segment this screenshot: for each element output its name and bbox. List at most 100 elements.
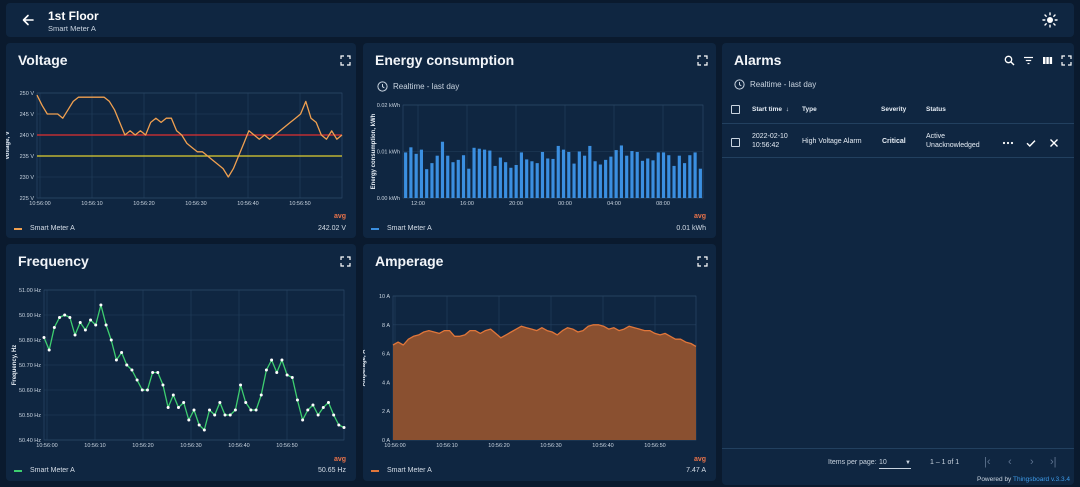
x-tick-label: 10:56:50 [644, 443, 665, 449]
bar [667, 155, 671, 198]
energy-avg-value: 0.01 kWh [676, 225, 706, 232]
bar [625, 155, 629, 198]
y-tick-label: 50.60 Hz [19, 388, 41, 394]
filter-icon[interactable] [1023, 55, 1034, 66]
bar [419, 149, 423, 198]
voltage-chart: 225 V 230 V 235 V 240 V 245 V 250 V 10:56:00 10… [6, 91, 343, 207]
prev-page-icon[interactable]: ‹ [1008, 456, 1012, 468]
y-axis-label: Voltage, V [6, 131, 11, 160]
page-title: 1st Floor [48, 9, 99, 23]
bar [493, 165, 497, 198]
energy-timewindow[interactable]: Realtime - last day [377, 81, 459, 92]
area-fill [393, 324, 696, 440]
fullscreen-icon[interactable] [1061, 55, 1072, 66]
alarm-status-ack: Unacknowledged [926, 142, 980, 149]
data-point [213, 413, 217, 417]
y-axis-label: Amperage, A [363, 349, 367, 386]
legend-swatch [371, 227, 379, 230]
x-tick-label: 04:00 [607, 201, 621, 207]
bar [414, 153, 418, 198]
back-arrow-icon[interactable] [20, 12, 36, 28]
data-point [99, 303, 103, 307]
search-icon[interactable] [1004, 55, 1015, 66]
voltage-avg-value: 242.02 V [317, 225, 346, 232]
alarms-timewindow[interactable]: Realtime - last day [734, 79, 816, 90]
clear-close-icon[interactable] [1048, 137, 1060, 149]
bar [646, 158, 650, 198]
x-tick-label: 10:56:40 [237, 201, 258, 207]
column-status[interactable]: Status [926, 106, 946, 113]
data-point [326, 401, 330, 404]
bar [530, 161, 534, 198]
sun-icon[interactable] [1042, 12, 1058, 28]
voltage-legend: Smart Meter A [14, 225, 75, 232]
select-all-checkbox[interactable] [731, 105, 740, 114]
bar [630, 151, 634, 198]
x-tick-label: 10:56:20 [132, 443, 153, 449]
row-checkbox[interactable] [731, 138, 740, 147]
bar [488, 150, 492, 198]
column-severity[interactable]: Severity [881, 106, 907, 113]
data-point [63, 313, 67, 317]
data-point [187, 418, 191, 422]
voltage-avg-label: avg [333, 213, 346, 220]
powered-by[interactable]: Powered by Thingsboard v.3.3.4 [977, 476, 1070, 483]
table-row[interactable]: 2022-02-10 10:56:42 High Voltage Alarm C… [722, 128, 1074, 158]
energy-avg-label: avg [693, 213, 706, 220]
data-point [125, 363, 129, 367]
frequency-card: Frequency 50.40 Hz 50.50 Hz 50.60 Hz 50.70 … [6, 244, 356, 481]
y-tick-label: 225 V [20, 196, 35, 202]
pager-divider [722, 448, 1074, 449]
acknowledge-check-icon[interactable] [1025, 137, 1037, 149]
data-point [109, 338, 113, 342]
alarm-start-time: 10:56:42 [752, 142, 780, 149]
data-point [332, 413, 336, 417]
timewindow-label: Realtime - last day [750, 80, 817, 89]
y-tick-label: 0.01 kWh [377, 150, 400, 156]
fullscreen-icon[interactable] [697, 256, 708, 267]
next-page-icon[interactable]: › [1030, 456, 1034, 468]
data-point [337, 423, 341, 427]
y-tick-label: 6 A [382, 352, 390, 358]
data-point [192, 408, 196, 412]
more-icon[interactable] [1002, 137, 1014, 149]
energy-legend: Smart Meter A [371, 225, 432, 232]
column-type[interactable]: Type [802, 106, 817, 113]
bar [546, 158, 550, 198]
x-tick-label: 10:56:30 [540, 443, 561, 449]
last-page-icon[interactable]: ›| [1050, 456, 1057, 468]
bar [435, 155, 439, 198]
fullscreen-icon[interactable] [697, 55, 708, 66]
legend-series-name: Smart Meter A [387, 467, 432, 474]
y-tick-label: 8 A [382, 323, 390, 329]
data-point [295, 398, 299, 402]
data-point [202, 428, 206, 432]
data-point [83, 328, 87, 332]
legend-swatch [14, 469, 22, 472]
bar [677, 155, 681, 198]
data-point [58, 316, 62, 319]
data-point [151, 371, 155, 374]
data-point [176, 406, 180, 409]
data-point [208, 408, 212, 412]
bar [425, 169, 429, 198]
data-point [104, 323, 108, 327]
bar [456, 159, 460, 198]
y-tick-label: 4 A [382, 380, 390, 386]
page-size-select[interactable]: 10 ▼ [879, 459, 911, 469]
fullscreen-icon[interactable] [340, 55, 351, 66]
data-point [161, 383, 165, 387]
frequency-legend: Smart Meter A [14, 467, 75, 474]
y-tick-label: 50.80 Hz [19, 338, 41, 344]
series-line [392, 324, 697, 347]
energy-title: Energy consumption [375, 52, 515, 68]
columns-icon[interactable] [1042, 55, 1053, 66]
bar [472, 147, 476, 198]
column-start-time[interactable]: Start time ↓ [752, 106, 789, 113]
fullscreen-icon[interactable] [340, 256, 351, 267]
legend-swatch [371, 469, 379, 472]
y-tick-label: 0.02 kWh [377, 103, 400, 109]
first-page-icon[interactable]: |‹ [984, 456, 991, 468]
x-tick-label: 10:56:10 [81, 201, 102, 207]
bar [698, 168, 702, 198]
